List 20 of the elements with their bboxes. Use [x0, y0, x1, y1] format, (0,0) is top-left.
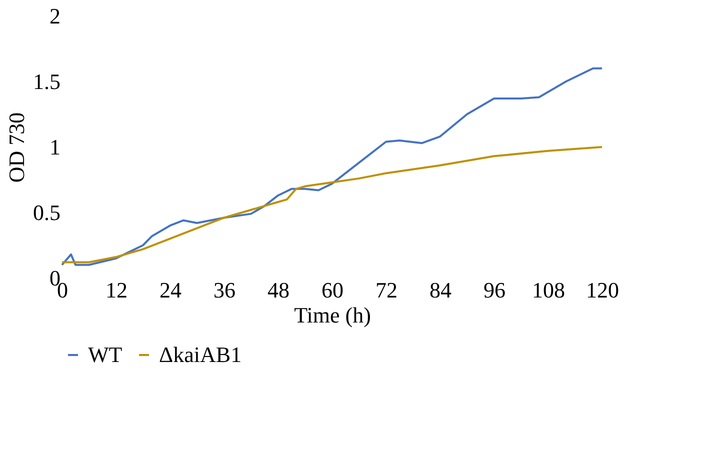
y-axis-title: OD 730 — [4, 112, 29, 183]
x-tick-label: 96 — [484, 278, 506, 302]
legend-label: ΔkaiAB1 — [159, 342, 242, 367]
x-tick-label: 84 — [430, 278, 452, 302]
x-tick-label: 72 — [376, 278, 398, 302]
x-tick-label: 108 — [532, 278, 565, 302]
x-tick-label: 48 — [268, 278, 290, 302]
line-series — [61, 67, 603, 266]
y-tick-label: 2 — [50, 4, 60, 28]
x-tick-label: 36 — [214, 278, 236, 302]
x-tick-label: 12 — [106, 278, 128, 302]
legend-label: WT — [88, 342, 123, 367]
line-series — [61, 146, 603, 264]
x-tick-label: 120 — [586, 278, 619, 302]
x-tick-label: 24 — [160, 278, 182, 302]
x-tick-label: 60 — [322, 278, 344, 302]
y-tick-label: 1 — [50, 134, 60, 160]
y-tick-label: 0.5 — [33, 200, 60, 225]
x-axis-title: Time (h) — [294, 302, 371, 328]
y-tick-label: 1.5 — [33, 69, 60, 94]
